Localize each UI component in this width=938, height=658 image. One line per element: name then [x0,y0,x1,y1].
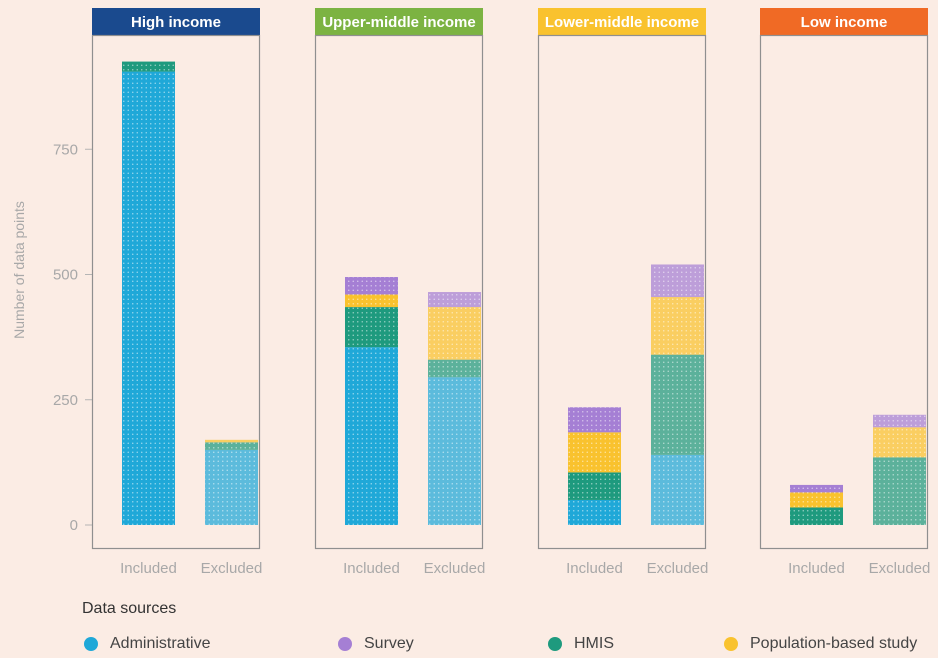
y-axis-label: Number of data points [11,201,27,339]
panel-title: High income [131,14,221,31]
legend-label-administrative: Administrative [110,635,211,652]
legend-label-hmis: HMIS [574,635,614,652]
panel-title: Upper-middle income [322,14,475,31]
y-tick-label: 750 [53,141,78,158]
bar-low-income-excluded-population-based-study-dots [873,427,926,458]
panel-strip [538,8,706,35]
bar-low-income-included-population-based-study-dots [790,492,843,508]
legend-item-hmis: HMIS [548,634,614,654]
legend-dot-administrative [84,637,98,651]
bar-lower-middle-income-included-administrative-dots [568,499,621,525]
legend-label-survey: Survey [364,635,414,652]
panel-frame [91,34,261,550]
x-tick-label-excluded: Excluded [201,560,263,577]
bar-high-income-excluded-population-based-study-dots [205,439,258,443]
bar-lower-middle-income-excluded-administrative-dots [651,454,704,525]
x-tick-label-included: Included [343,560,400,577]
panel-lower-middle-income: Lower-middle income Included Excluded [537,8,709,577]
x-tick-label-excluded: Excluded [647,560,709,577]
bar-high-income-excluded-hmis-dots [205,442,258,450]
y-tick-label: 0 [70,517,78,534]
bar-high-income-excluded-administrative-dots [205,449,258,525]
panel-low-income: Low income Included Excluded [759,8,931,577]
bar-lower-middle-income-included-survey-dots [568,407,621,433]
legend-title: Data sources [82,600,177,617]
legend-item-administrative: Administrative [84,634,210,654]
panel-strip [92,8,260,35]
x-tick-label-excluded: Excluded [424,560,486,577]
x-tick-label-excluded: Excluded [869,560,931,577]
x-tick-label-included: Included [566,560,623,577]
bar-low-income-excluded-survey-dots [873,414,926,428]
bar-lower-middle-income-included-population-based-study-dots [568,432,621,473]
x-tick-label-included: Included [788,560,845,577]
panel-strip [315,8,483,35]
legend-dot-survey [338,637,352,651]
legend-item-population-based-study: Population-based study [724,634,917,654]
bar-upper-middle-income-included-population-based-study-dots [345,294,398,308]
legend-label-population-based-study: Population-based study [750,635,918,652]
bar-upper-middle-income-excluded-administrative-dots [428,377,481,525]
panel-upper-middle-income: Upper-middle income Included Excluded [314,8,486,577]
bar-low-income-included-survey-dots [790,484,843,493]
bar-upper-middle-income-included-survey-dots [345,277,398,295]
legend-dot-population-based-study [724,637,738,651]
bar-lower-middle-income-excluded-population-based-study-dots [651,297,704,355]
bar-high-income-included-administrative-dots [122,71,175,525]
panel-frame [537,34,707,550]
y-tick-label: 250 [53,392,78,409]
bar-lower-middle-income-excluded-survey-dots [651,264,704,298]
bar-low-income-included-hmis-dots [790,507,843,525]
bar-upper-middle-income-excluded-hmis-dots [428,359,481,378]
bar-upper-middle-income-included-administrative-dots [345,347,398,525]
bar-upper-middle-income-excluded-survey-dots [428,292,481,308]
panel-high-income: High income Included Excluded [91,8,263,577]
chart-svg: 0 250 500 750 Number of data points High inco… [11,8,931,577]
panel-title: Low income [801,14,888,31]
bar-lower-middle-income-excluded-hmis-dots [651,354,704,455]
bar-lower-middle-income-included-hmis-dots [568,472,621,500]
bar-high-income-included-hmis-dots [122,61,175,72]
panel-frame [314,34,484,550]
panel-title: Lower-middle income [545,14,699,31]
panel-strip [760,8,928,35]
bar-upper-middle-income-included-hmis-dots [345,307,398,348]
y-tick-label: 500 [53,267,78,284]
legend: Data sources Administrative Survey HMIS … [82,598,932,656]
legend-dot-hmis [548,637,562,651]
panel-frame [759,34,929,550]
legend-item-survey: Survey [338,634,414,654]
bar-low-income-excluded-hmis-dots [873,457,926,525]
bar-upper-middle-income-excluded-population-based-study-dots [428,307,481,360]
x-tick-label-included: Included [120,560,177,577]
